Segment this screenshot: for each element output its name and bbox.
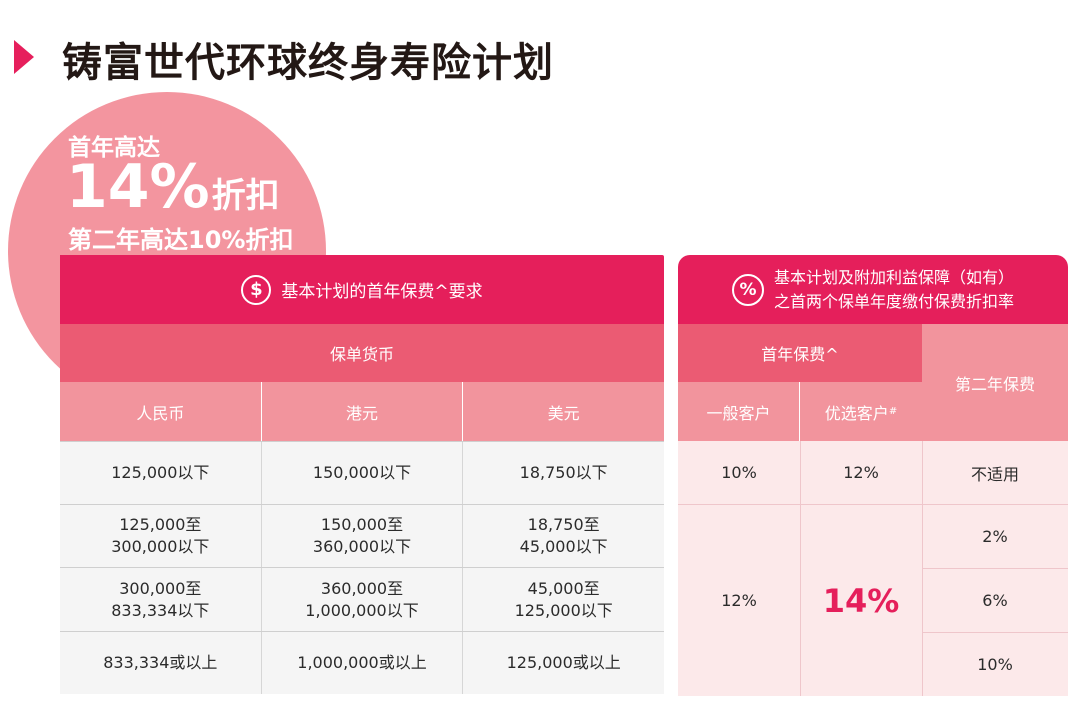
- table-cell: 18,750以下: [519, 463, 608, 482]
- title-arrow-icon: [14, 40, 34, 74]
- right-table-header-text: 基本计划及附加利益保障（如有） 之首两个保单年度缴付保费折扣率: [773, 267, 1014, 311]
- left-table-header-text: 基本计划的首年保费^要求: [281, 282, 483, 302]
- second-year-rate: 10%: [977, 655, 1013, 674]
- column-hkd: 港元: [262, 382, 464, 441]
- table-cell: 1,000,000或以上: [262, 632, 464, 694]
- table-cell: 833,334或以上: [60, 632, 262, 694]
- row-divider: [922, 632, 1068, 633]
- table-row: 125,000至 300,000以下 150,000至 360,000以下 18…: [60, 504, 664, 567]
- column-usd: 美元: [547, 403, 580, 423]
- left-table-header: $ 基本计划的首年保费^要求: [60, 255, 664, 324]
- row1-preferred-rate: 12%: [843, 463, 879, 482]
- table-row: 300,000至 833,334以下 360,000至 1,000,000以下 …: [60, 567, 664, 631]
- dollar-icon: $: [241, 274, 272, 305]
- table-cell: 300,000至 833,334以下: [60, 568, 262, 631]
- premium-requirement-table: $ 基本计划的首年保费^要求 保单货币 人民币 港元 美元 125,000以下 …: [60, 255, 664, 694]
- general-customer-header: 一般客户: [678, 382, 800, 441]
- promo-line3: 第二年高达10%折扣: [68, 226, 294, 254]
- row-divider: [922, 568, 1068, 569]
- currency-columns: 人民币 港元 美元: [60, 382, 664, 441]
- merged-general-rate: 12%: [721, 591, 757, 610]
- discount-rate-table: % 基本计划及附加利益保障（如有） 之首两个保单年度缴付保费折扣率 首年保费^ …: [678, 255, 1068, 696]
- row-divider: [678, 504, 1068, 505]
- promo-big-number: 14%: [66, 152, 210, 222]
- first-year-premium-header: 首年保费^: [678, 324, 922, 382]
- table-cell: 45,000至 125,000以下: [514, 578, 613, 620]
- preferred-customer-label: 优选客户: [824, 403, 889, 423]
- merged-preferred-rate: 14%: [822, 581, 900, 620]
- second-year-rate: 6%: [982, 591, 1008, 610]
- table-cell: 125,000以下: [60, 442, 262, 504]
- table-row: 833,334或以上 1,000,000或以上 125,000或以上: [60, 631, 664, 694]
- column-rmb: 人民币: [60, 382, 262, 441]
- table-row: 125,000以下 150,000以下 18,750以下: [60, 441, 664, 504]
- row1-second-year-rate: 不适用: [970, 464, 1019, 484]
- promo-big-discount: 14%折扣: [66, 152, 280, 222]
- preferred-customer-mark: #: [888, 406, 898, 417]
- column-divider: [800, 441, 801, 696]
- second-year-rate: 2%: [982, 527, 1008, 546]
- page-title: 铸富世代环球终身寿险计划: [62, 40, 554, 86]
- policy-currency-header: 保单货币: [60, 324, 664, 382]
- percent-icon: %: [731, 273, 764, 306]
- preferred-customer-header: 优选客户 #: [800, 382, 922, 441]
- promo-line1: 首年高达: [68, 135, 160, 161]
- table-cell: 18,750至 45,000以下: [519, 515, 608, 556]
- table-cell: 125,000或以上: [506, 653, 621, 672]
- right-table-header: % 基本计划及附加利益保障（如有） 之首两个保单年度缴付保费折扣率: [678, 255, 1068, 324]
- table-cell: 360,000至 1,000,000以下: [262, 568, 464, 631]
- table-cell: 150,000以下: [262, 442, 464, 504]
- table-cell: 150,000至 360,000以下: [262, 505, 464, 567]
- promo-big-suffix: 折扣: [211, 176, 280, 216]
- second-year-premium-header: 第二年保费: [922, 324, 1068, 441]
- row1-general-rate: 10%: [721, 463, 757, 482]
- table-cell: 125,000至 300,000以下: [60, 505, 262, 567]
